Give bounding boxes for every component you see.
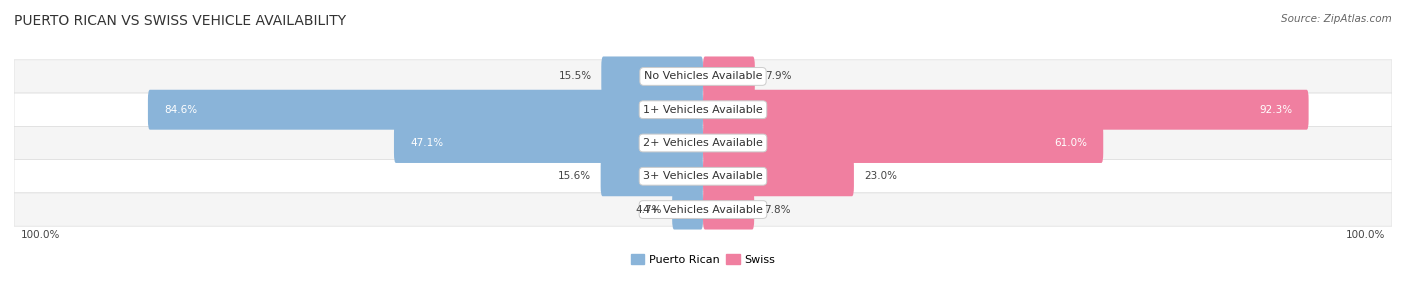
FancyBboxPatch shape (703, 190, 754, 230)
Text: 4+ Vehicles Available: 4+ Vehicles Available (643, 204, 763, 214)
Text: No Vehicles Available: No Vehicles Available (644, 72, 762, 82)
Text: 100.0%: 100.0% (1346, 230, 1385, 240)
FancyBboxPatch shape (394, 123, 703, 163)
Text: 61.0%: 61.0% (1054, 138, 1087, 148)
FancyBboxPatch shape (14, 60, 1392, 93)
Text: 1+ Vehicles Available: 1+ Vehicles Available (643, 105, 763, 115)
FancyBboxPatch shape (703, 90, 1309, 130)
Text: 15.5%: 15.5% (558, 72, 592, 82)
Text: 7.8%: 7.8% (763, 204, 790, 214)
Text: 4.7%: 4.7% (636, 204, 662, 214)
FancyBboxPatch shape (600, 156, 703, 196)
FancyBboxPatch shape (14, 193, 1392, 226)
Text: 15.6%: 15.6% (558, 171, 591, 181)
FancyBboxPatch shape (703, 123, 1104, 163)
FancyBboxPatch shape (672, 190, 703, 230)
FancyBboxPatch shape (703, 156, 853, 196)
Legend: Puerto Rican, Swiss: Puerto Rican, Swiss (627, 250, 779, 269)
Text: 2+ Vehicles Available: 2+ Vehicles Available (643, 138, 763, 148)
Text: PUERTO RICAN VS SWISS VEHICLE AVAILABILITY: PUERTO RICAN VS SWISS VEHICLE AVAILABILI… (14, 14, 346, 28)
FancyBboxPatch shape (14, 93, 1392, 126)
Text: 23.0%: 23.0% (863, 171, 897, 181)
Text: 84.6%: 84.6% (165, 105, 197, 115)
Text: Source: ZipAtlas.com: Source: ZipAtlas.com (1281, 14, 1392, 24)
Text: 3+ Vehicles Available: 3+ Vehicles Available (643, 171, 763, 181)
Text: 7.9%: 7.9% (765, 72, 792, 82)
FancyBboxPatch shape (14, 126, 1392, 160)
Text: 92.3%: 92.3% (1260, 105, 1292, 115)
FancyBboxPatch shape (14, 160, 1392, 193)
FancyBboxPatch shape (703, 56, 755, 96)
Text: 100.0%: 100.0% (21, 230, 60, 240)
Text: 47.1%: 47.1% (411, 138, 443, 148)
FancyBboxPatch shape (602, 56, 703, 96)
FancyBboxPatch shape (148, 90, 703, 130)
